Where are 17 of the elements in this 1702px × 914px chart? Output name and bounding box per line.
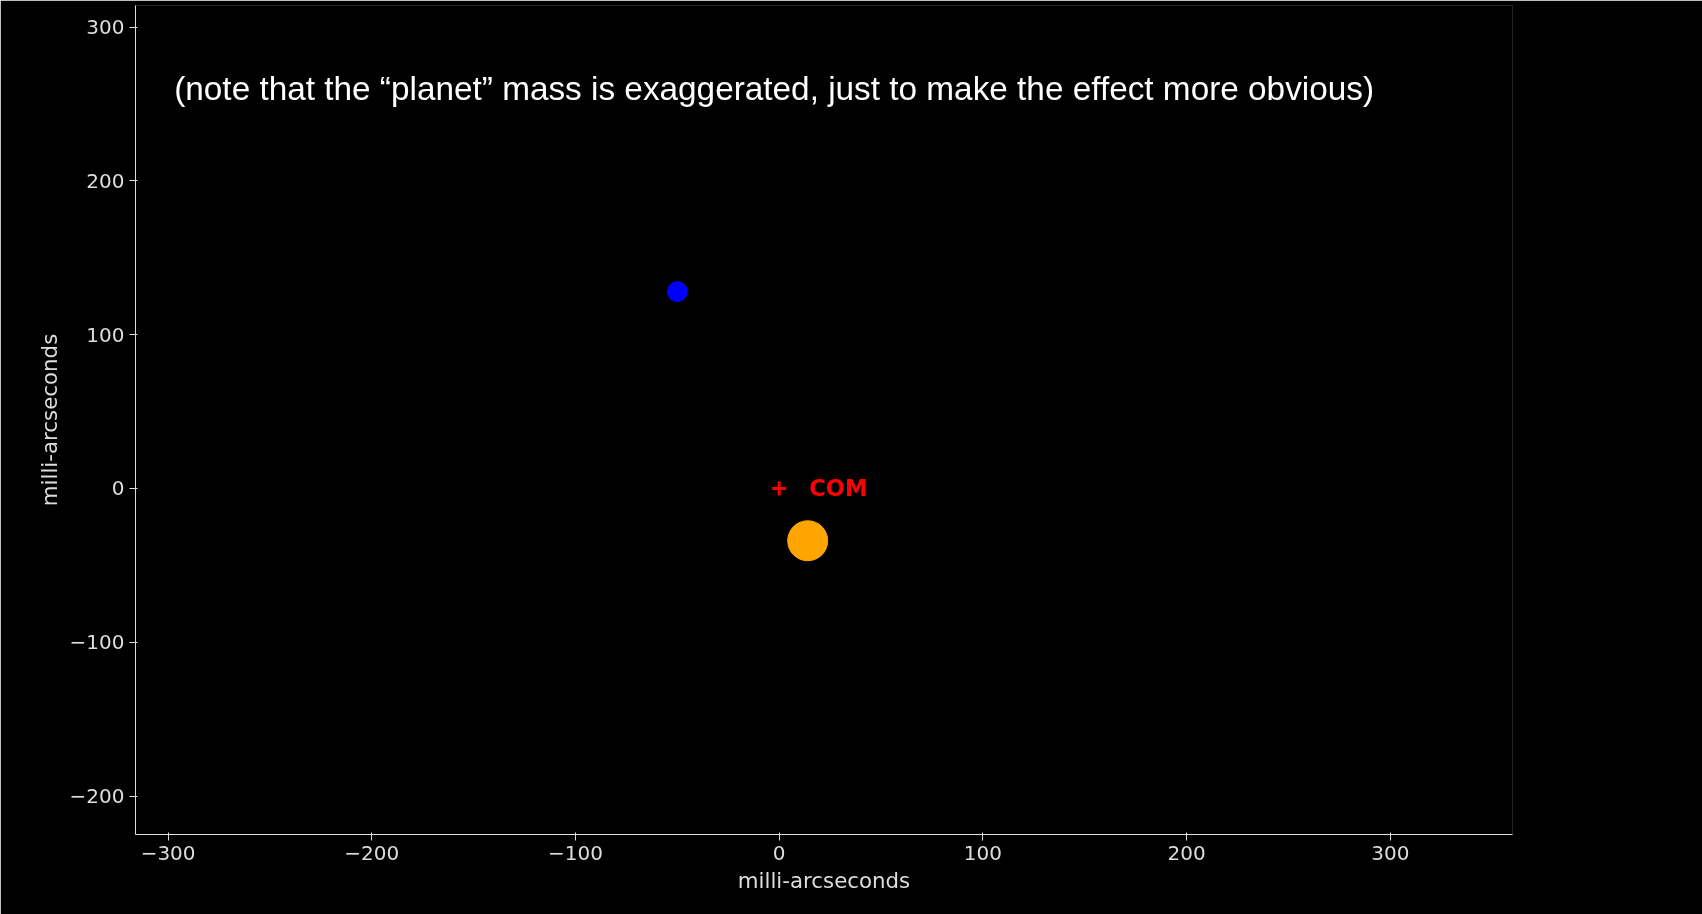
y-tick-label: 300: [86, 15, 125, 40]
annotation: (note that the “planet” mass is exaggerated, just to make the effect more obvious): [174, 70, 1375, 108]
x-tick-label: −300: [140, 840, 196, 865]
x-tick-label: 300: [1371, 840, 1410, 865]
y-tick-label: −100: [69, 630, 125, 655]
y-tick-label: 200: [86, 168, 125, 193]
y-tick-label: 100: [86, 322, 125, 347]
y-tick-label: −200: [69, 784, 125, 809]
y-axis-title: milli-arcseconds: [36, 333, 62, 507]
x-tick-label: −200: [344, 840, 400, 865]
x-tick-label: 200: [1167, 840, 1206, 865]
x-tick-label: 0: [772, 840, 786, 865]
x-axis-title: milli-arcseconds: [737, 867, 911, 893]
annotation: COM: [809, 475, 868, 502]
x-tick-label: −100: [548, 840, 603, 865]
x-tick-label: 100: [963, 840, 1002, 865]
y-tick-label: 0: [111, 476, 125, 501]
